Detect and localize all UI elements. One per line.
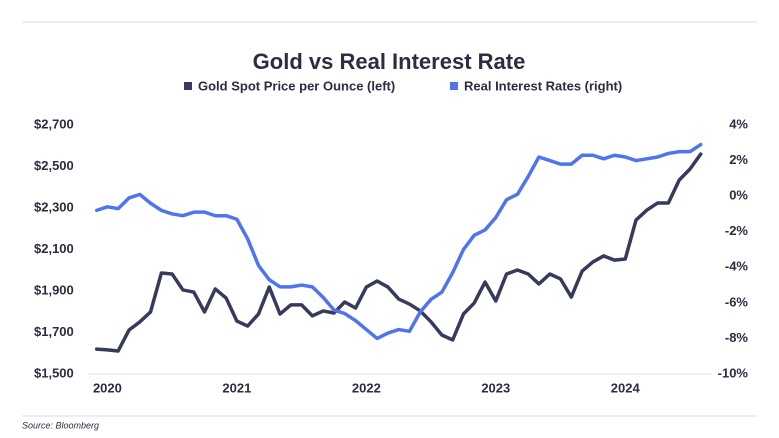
series-line — [94, 152, 703, 353]
source: Source: Bloomberg — [22, 420, 99, 430]
y2-tick-label: -2% — [725, 223, 749, 238]
y-tick-label: $2,700 — [34, 116, 74, 131]
legend-label: Gold Spot Price per Ounce (left) — [198, 78, 395, 93]
legend-swatch — [450, 82, 458, 90]
y-tick-label: $2,300 — [34, 199, 74, 214]
x-tick-label: 2021 — [222, 380, 251, 395]
y2-tick-label: 4% — [729, 116, 748, 131]
y2-tick-label: 0% — [729, 188, 748, 203]
y2-tick-label: -8% — [725, 330, 749, 345]
legend-label: Real Interest Rates (right) — [464, 78, 622, 93]
x-tick-label: 2022 — [352, 380, 381, 395]
y2-tick-label: -10% — [718, 365, 749, 380]
y-tick-label: $2,500 — [34, 158, 74, 173]
y-tick-label: $2,100 — [34, 241, 74, 256]
y-tick-label: $1,900 — [34, 282, 74, 297]
y2-tick-label: -6% — [725, 294, 749, 309]
x-tick-label: 2023 — [481, 380, 510, 395]
x-tick-label: 2024 — [611, 380, 641, 395]
y2-tick-label: 2% — [729, 152, 748, 167]
series-line — [94, 142, 703, 341]
y-tick-label: $1,700 — [34, 324, 74, 339]
x-tick-label: 2020 — [93, 380, 122, 395]
y-tick-label: $1,500 — [34, 365, 74, 380]
legend-swatch — [184, 82, 192, 90]
chart-title: Gold vs Real Interest Rate — [253, 49, 526, 74]
y2-tick-label: -4% — [725, 259, 749, 274]
